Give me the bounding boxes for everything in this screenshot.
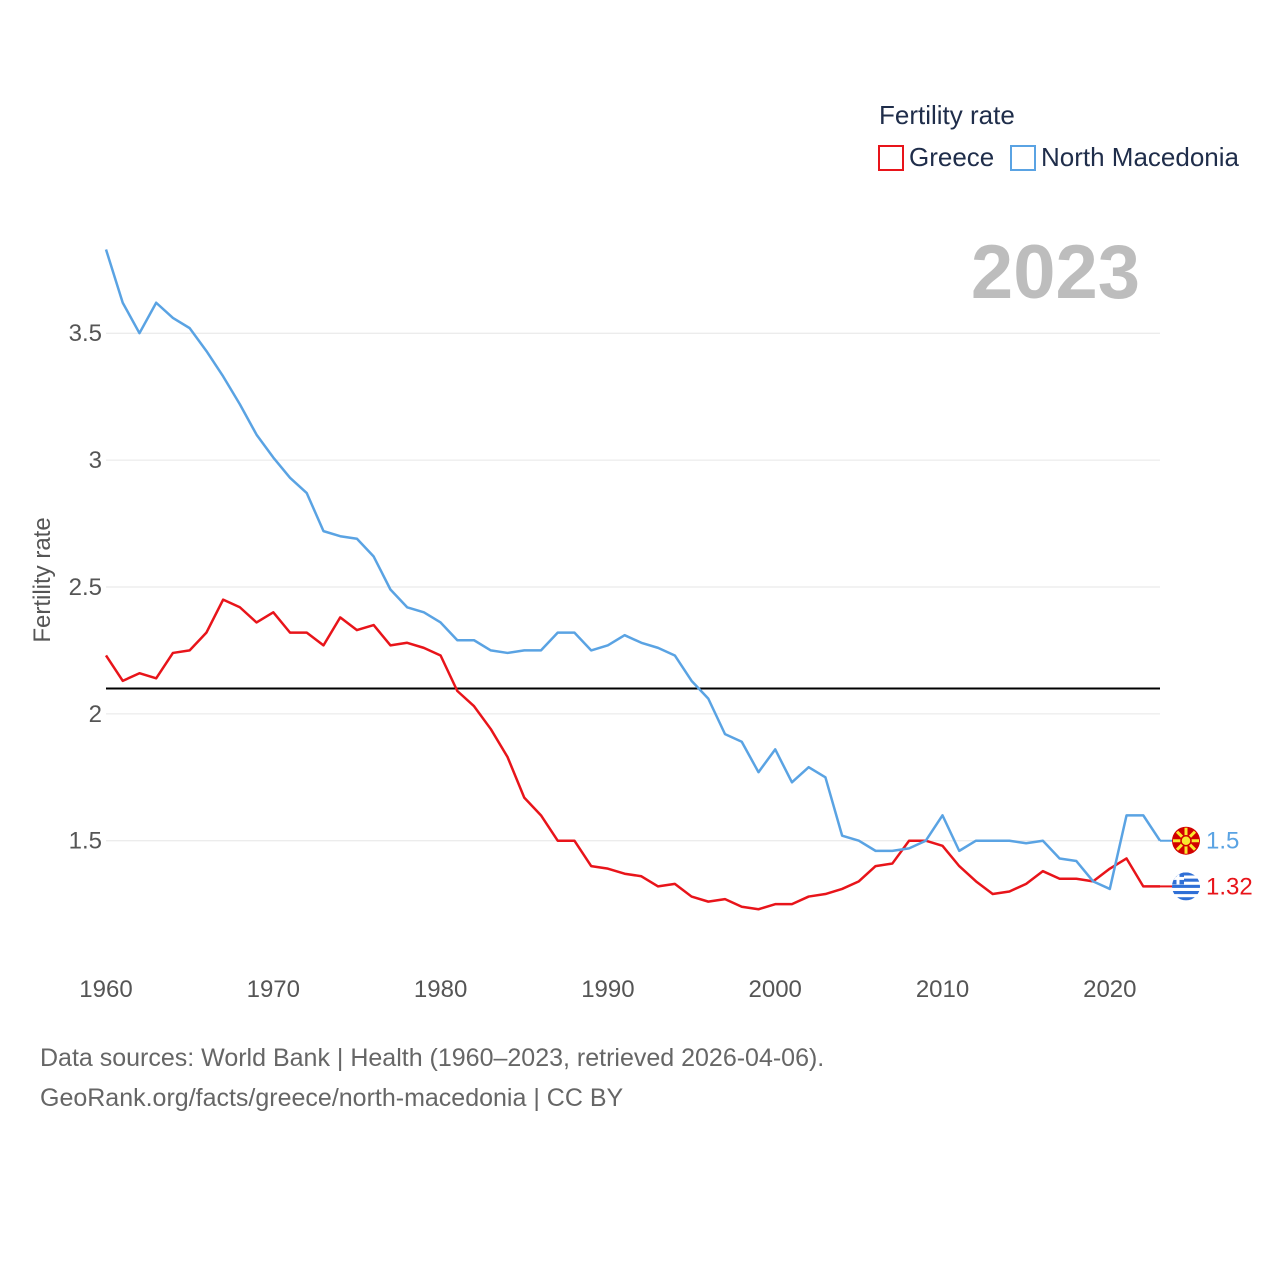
legend-swatch-north-macedonia xyxy=(1010,145,1036,171)
series-line-greece xyxy=(104,598,1160,911)
legend-label-greece: Greece xyxy=(909,142,994,172)
x-tick-label: 2010 xyxy=(916,976,969,1003)
legend-swatch-greece xyxy=(878,145,904,171)
y-axis-label: Fertility rate xyxy=(29,517,56,642)
x-tick-label: 1980 xyxy=(414,976,467,1003)
x-tick-label: 1960 xyxy=(79,976,132,1003)
legend-item-north-macedonia[interactable]: North Macedonia xyxy=(1010,142,1240,172)
y-tick-label: 2.5 xyxy=(69,574,102,601)
footer-source: Data sources: World Bank | Health (1960–… xyxy=(40,1044,825,1072)
end-value-north-macedonia: 1.5 xyxy=(1206,828,1239,855)
end-value-greece: 1.32 xyxy=(1206,873,1253,900)
year-label: 2023 xyxy=(971,230,1140,315)
legend-label-north-macedonia: North Macedonia xyxy=(1041,142,1240,172)
x-tick-label: 2000 xyxy=(749,976,802,1003)
x-tick-label: 1970 xyxy=(247,976,300,1003)
legend-title: Fertility rate xyxy=(879,100,1015,130)
x-axis-ticks: 1960 1970 1980 1990 2000 2010 2020 xyxy=(79,976,1136,1003)
y-tick-label: 2 xyxy=(89,701,102,728)
footer-credit[interactable]: GeoRank.org/facts/greece/north-macedonia… xyxy=(40,1084,624,1112)
legend-item-greece[interactable]: Greece xyxy=(878,142,994,172)
series-line-north-macedonia xyxy=(104,249,1162,891)
x-tick-label: 2020 xyxy=(1083,976,1136,1003)
gridlines xyxy=(106,332,1160,842)
north-macedonia-flag-icon xyxy=(1172,826,1200,855)
y-tick-label: 3 xyxy=(89,447,102,474)
series-layer xyxy=(104,249,1172,911)
y-tick-label: 3.5 xyxy=(69,320,102,347)
greece-flag-icon xyxy=(1172,872,1200,901)
x-tick-label: 1990 xyxy=(581,976,634,1003)
y-tick-label: 1.5 xyxy=(69,828,102,855)
y-axis-ticks: 1.5 2 2.5 3 3.5 xyxy=(69,320,102,855)
